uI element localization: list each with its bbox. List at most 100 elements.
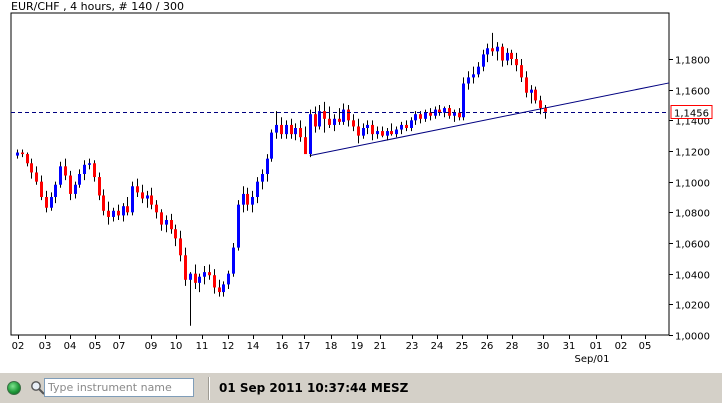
candle-body bbox=[98, 177, 101, 196]
x-tick-label: 14 bbox=[247, 341, 260, 352]
candle-body bbox=[50, 197, 53, 208]
y-tick-label: 1,1600 bbox=[675, 87, 710, 98]
candle-body bbox=[390, 131, 393, 135]
x-tick-label: 23 bbox=[406, 341, 419, 352]
candle-body bbox=[198, 276, 201, 283]
x-tick-label: 30 bbox=[537, 341, 550, 352]
y-tick-label: 1,0000 bbox=[675, 332, 710, 343]
candle-body bbox=[131, 186, 134, 213]
candle-body bbox=[530, 89, 533, 93]
candle-body bbox=[40, 181, 43, 197]
candle-body bbox=[520, 65, 523, 78]
y-tick-label: 1,0600 bbox=[675, 240, 710, 251]
x-tick-label: 31 bbox=[563, 341, 576, 352]
candle-body bbox=[285, 124, 288, 135]
candle-body bbox=[366, 124, 369, 128]
candle-body bbox=[170, 220, 173, 230]
x-tick-label: 03 bbox=[39, 341, 52, 352]
candle-body bbox=[74, 184, 77, 194]
x-tick-label: 04 bbox=[64, 341, 77, 352]
x-tick-label: 24 bbox=[431, 341, 444, 352]
candle-body bbox=[107, 210, 110, 217]
chart-area[interactable]: EUR/CHF , 4 hours, # 140 / 300 1,0000 1,0… bbox=[0, 0, 722, 372]
search-icon bbox=[31, 381, 45, 395]
candle-body bbox=[246, 193, 249, 205]
server-datetime: 01 Sep 2011 10:37:44 MESZ bbox=[219, 381, 409, 395]
candle-body bbox=[453, 112, 456, 116]
candle-body bbox=[218, 287, 221, 293]
candle-body bbox=[78, 174, 81, 185]
current-price-label: 1,1456 bbox=[674, 109, 709, 120]
candle-body bbox=[419, 114, 422, 119]
candle-body bbox=[429, 112, 432, 116]
y-tick-label: 1,1200 bbox=[675, 148, 710, 159]
candle-body bbox=[237, 204, 240, 248]
candle-body bbox=[179, 238, 182, 256]
candle-body bbox=[64, 166, 67, 176]
candle-body bbox=[410, 120, 413, 128]
candle-body bbox=[203, 272, 206, 277]
candle-body bbox=[112, 210, 115, 217]
candle-body bbox=[357, 126, 360, 136]
x-tick-label: 11 bbox=[196, 341, 209, 352]
candle-body bbox=[309, 114, 312, 155]
y-tick-label: 1,1800 bbox=[675, 56, 710, 67]
candle-body bbox=[69, 175, 72, 194]
candle-body bbox=[16, 152, 19, 156]
candle-body bbox=[251, 197, 254, 205]
candle-body bbox=[294, 128, 297, 135]
candle-body bbox=[165, 220, 168, 225]
status-separator bbox=[208, 377, 210, 400]
candle-body bbox=[30, 163, 33, 173]
candle-body bbox=[424, 112, 427, 119]
candle-body bbox=[304, 137, 307, 155]
x-tick-label: 09 bbox=[145, 341, 158, 352]
candle-body bbox=[222, 284, 225, 293]
candle-body bbox=[400, 124, 403, 130]
candle-body bbox=[491, 48, 494, 52]
candle-body bbox=[261, 174, 264, 182]
status-bar: 01 Sep 2011 10:37:44 MESZ bbox=[0, 372, 722, 403]
candle-body bbox=[414, 114, 417, 121]
candle-body bbox=[458, 112, 461, 118]
candle-body bbox=[256, 181, 259, 197]
candle-body bbox=[189, 273, 192, 280]
x-tick-label: 02 bbox=[12, 341, 25, 352]
candle-body bbox=[160, 212, 163, 225]
x-date-label: Sep/01 bbox=[575, 354, 610, 365]
x-tick-label: 25 bbox=[456, 341, 469, 352]
candle-body bbox=[93, 163, 96, 178]
candle-body bbox=[395, 129, 398, 135]
candle-body bbox=[146, 195, 149, 199]
plot-frame bbox=[10, 12, 670, 336]
candle-body bbox=[184, 255, 187, 280]
connection-status-icon[interactable] bbox=[7, 381, 21, 395]
instrument-search-input[interactable] bbox=[44, 378, 194, 397]
candle-body bbox=[386, 131, 389, 136]
candle-body bbox=[323, 111, 326, 119]
candle-body bbox=[242, 193, 245, 205]
candle-body bbox=[443, 108, 446, 113]
x-tick-label: 26 bbox=[481, 341, 494, 352]
candle-body bbox=[434, 109, 437, 116]
candle-body bbox=[338, 118, 341, 122]
candle-body bbox=[510, 52, 513, 59]
candle-body bbox=[88, 163, 91, 165]
candle-body bbox=[126, 206, 129, 213]
candle-body bbox=[117, 210, 120, 216]
candle-body bbox=[21, 152, 24, 155]
candle-body bbox=[45, 197, 48, 208]
candle-body bbox=[208, 272, 211, 276]
candle-body bbox=[462, 83, 465, 118]
candle-body bbox=[54, 184, 57, 197]
candle-body bbox=[438, 109, 441, 113]
candle-body bbox=[280, 124, 283, 135]
candle-body bbox=[482, 54, 485, 67]
candle-body bbox=[342, 109, 345, 122]
candlestick-chart[interactable]: 1,0000 1,0200 1,0400 1,0600 1,0800 1,1000 1,12… bbox=[0, 0, 722, 372]
candle-body bbox=[506, 52, 509, 61]
x-tick-label: 05 bbox=[639, 341, 652, 352]
candle-body bbox=[141, 192, 144, 199]
candle-body bbox=[371, 124, 374, 135]
candle-body bbox=[59, 166, 62, 185]
